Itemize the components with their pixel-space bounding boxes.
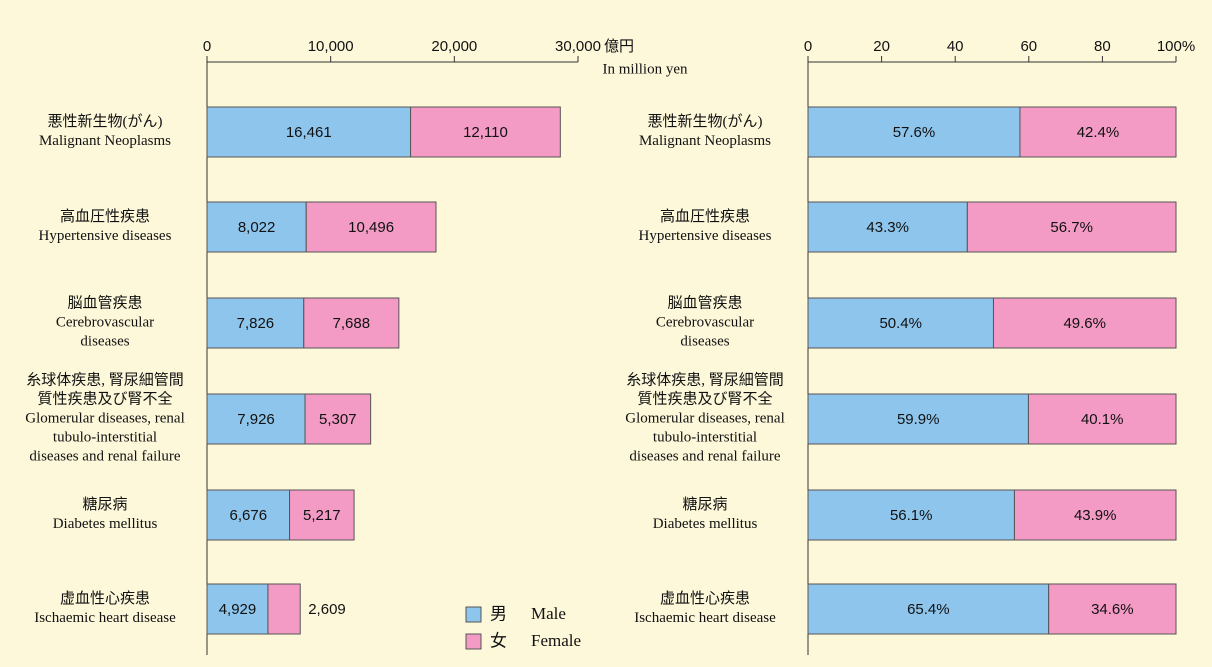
category-label: Malignant Neoplasms — [639, 133, 771, 149]
category-label: 高血圧性疾患 — [60, 208, 150, 225]
value-label: 59.9% — [897, 411, 940, 428]
bar-segment — [1048, 583, 1177, 635]
bar-segment — [992, 297, 1177, 349]
bar-segment — [206, 297, 305, 349]
category-label: Ischaemic heart disease — [34, 610, 176, 626]
category-label: diseases — [680, 333, 729, 349]
x-tick-label: 20 — [873, 38, 890, 55]
bar-segment — [1013, 489, 1177, 541]
bar-segment — [206, 489, 291, 541]
category-label: 糖尿病 — [682, 496, 727, 513]
value-label: 56.1% — [890, 507, 933, 524]
category-label: Hypertensive diseases — [39, 228, 172, 244]
value-label: 7,926 — [237, 411, 275, 428]
x-tick-label: 20,000 — [431, 38, 477, 55]
category-label: 糸球体疾患, 腎尿細管間 — [26, 371, 184, 388]
category-label: Cerebrovascular — [56, 314, 154, 330]
x-tick-label: 60 — [1020, 38, 1037, 55]
category-label: Cerebrovascular — [656, 314, 754, 330]
value-label: 43.3% — [866, 219, 909, 236]
bar-segment — [807, 297, 994, 349]
value-label: 8,022 — [238, 219, 276, 236]
category-label: Glomerular diseases, renal — [625, 410, 785, 426]
category-label: 質性疾患及び腎不全 — [37, 389, 172, 407]
bar-segment — [304, 393, 372, 445]
category-label: Malignant Neoplasms — [39, 133, 171, 149]
value-label: 5,307 — [319, 411, 357, 428]
value-label: 7,688 — [333, 315, 371, 332]
category-label: diseases — [80, 333, 129, 349]
category-label: 高血圧性疾患 — [660, 208, 750, 225]
x-tick-label: 100% — [1157, 38, 1195, 55]
bar-segment — [1019, 106, 1177, 158]
value-label: 2,609 — [308, 601, 346, 618]
category-label: 虚血性心疾患 — [660, 590, 750, 607]
bar-segment — [807, 393, 1029, 445]
bar-segment — [289, 489, 355, 541]
value-label: 5,217 — [303, 507, 341, 524]
x-tick-label: 30,000 — [555, 38, 601, 55]
value-label: 50.4% — [879, 315, 922, 332]
category-label: 虚血性心疾患 — [60, 590, 150, 607]
value-label: 42.4% — [1077, 124, 1120, 141]
bar-segment — [807, 583, 1050, 635]
value-label: 43.9% — [1074, 507, 1117, 524]
value-label: 57.6% — [893, 124, 936, 141]
value-label: 56.7% — [1050, 219, 1093, 236]
bar-segment — [966, 201, 1177, 253]
x-tick-label: 80 — [1094, 38, 1111, 55]
category-label: 脳血管疾患 — [667, 294, 742, 311]
category-label: 糸球体疾患, 腎尿細管間 — [626, 371, 784, 388]
category-label: 悪性新生物(がん) — [48, 113, 163, 130]
value-label: 12,110 — [463, 124, 508, 141]
value-label: 34.6% — [1091, 601, 1134, 618]
value-label: 16,461 — [286, 124, 332, 141]
legend-swatch — [465, 606, 482, 623]
bar-segment — [1027, 393, 1177, 445]
category-label: tubulo-interstitial — [653, 429, 757, 445]
value-label: 65.4% — [907, 601, 950, 618]
category-label: tubulo-interstitial — [53, 429, 157, 445]
category-label: Ischaemic heart disease — [634, 610, 776, 626]
bar-segment — [267, 583, 301, 635]
legend-label: 男 — [490, 604, 507, 623]
value-label: 7,826 — [237, 315, 275, 332]
bar-segment — [303, 297, 400, 349]
axis-label: In million yen — [603, 61, 688, 77]
axis-unit: 億円 — [604, 38, 634, 55]
category-label: diseases and renal failure — [629, 448, 781, 464]
x-tick-label: 0 — [203, 38, 211, 55]
value-label: 4,929 — [219, 601, 257, 618]
category-label: 糖尿病 — [82, 496, 127, 513]
category-label: 質性疾患及び腎不全 — [637, 389, 772, 407]
bar-segment — [206, 201, 307, 253]
category-label: Diabetes mellitus — [53, 516, 158, 532]
category-label: 悪性新生物(がん) — [648, 113, 763, 130]
category-label: Glomerular diseases, renal — [25, 410, 185, 426]
category-label: Diabetes mellitus — [653, 516, 758, 532]
category-label: Hypertensive diseases — [639, 228, 772, 244]
category-label: diseases and renal failure — [29, 448, 181, 464]
bar-segment — [305, 201, 437, 253]
bar-segment — [410, 106, 561, 158]
legend-swatch — [465, 633, 482, 650]
bar-segment — [807, 489, 1015, 541]
x-tick-label: 10,000 — [308, 38, 354, 55]
legend-label: 女 — [490, 631, 507, 650]
legend-label: Female — [531, 631, 581, 650]
bar-segment — [206, 393, 306, 445]
value-label: 10,496 — [348, 219, 394, 236]
value-label: 40.1% — [1081, 411, 1124, 428]
category-label: 脳血管疾患 — [67, 294, 142, 311]
legend-label: Male — [531, 604, 566, 623]
x-tick-label: 40 — [947, 38, 964, 55]
value-label: 6,676 — [230, 507, 268, 524]
x-tick-label: 0 — [804, 38, 812, 55]
value-label: 49.6% — [1063, 315, 1106, 332]
bar-segment — [206, 583, 269, 635]
